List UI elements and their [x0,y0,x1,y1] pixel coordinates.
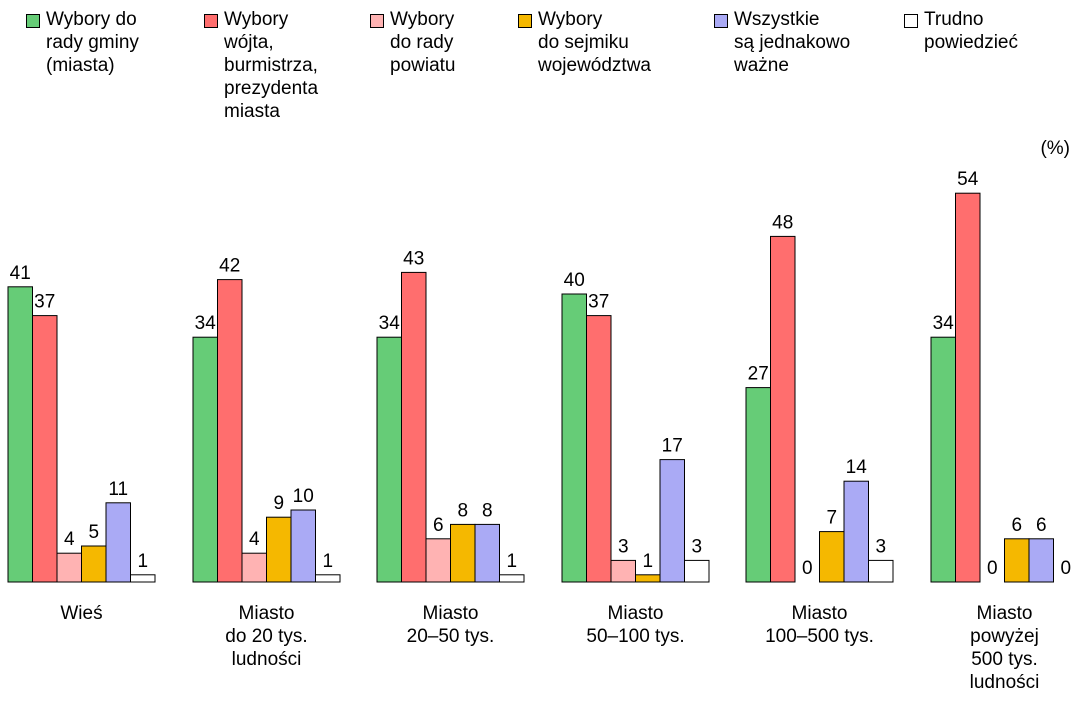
legend-swatch [26,14,40,28]
data-label-s4-c0: 11 [108,479,128,500]
data-label-s0-c3: 40 [564,270,585,291]
data-label-s1-c3: 37 [588,292,609,313]
data-label-s1-c2: 43 [403,248,424,269]
data-label-s4-c1: 10 [293,486,314,507]
bar-s4-c3 [659,459,685,583]
legend-label: Wybory do sejmiku województwa [538,9,651,76]
data-label-s3-c0: 5 [88,522,99,543]
data-label-s0-c4: 27 [748,364,769,385]
bar-s5-c4 [868,559,894,583]
bar-s0-c5 [930,336,956,583]
data-label-s2-c5: 0 [987,558,998,579]
bar-s5-c1 [315,574,341,583]
legend-swatch [904,14,918,28]
bar-s5-c0 [130,574,156,583]
bar-s2-c2 [425,538,451,583]
bar-s2-c3 [610,559,636,583]
data-label-s1-c5: 54 [957,169,979,190]
data-label-s1-c1: 42 [219,256,240,277]
legend-label: Wszystkie są jednakowo ważne [734,9,851,76]
bar-s1-c0 [32,315,58,583]
bar-s4-c1 [290,509,316,583]
bar-s0-c2 [376,336,402,583]
data-label-s0-c0: 41 [10,263,31,284]
data-label-s2-c2: 6 [433,515,444,536]
data-label-s5-c0: 1 [137,551,148,572]
bar-s3-c0 [81,545,107,583]
data-label-s3-c5: 6 [1011,515,1022,536]
bar-s4-c2 [474,523,500,583]
legend-label: Wybory do rady gminy (miasta) [46,9,139,76]
legend-swatch [714,14,728,28]
bar-s0-c3 [561,293,587,583]
data-label-s3-c3: 1 [642,551,653,572]
data-label-s3-c4: 7 [826,508,837,529]
bar-s3-c1 [266,516,292,583]
data-label-s3-c2: 8 [457,500,468,521]
data-label-s3-c1: 9 [273,493,284,514]
legend-swatch [370,14,384,28]
bar-s1-c2 [401,271,427,583]
data-label-s2-c0: 4 [64,529,75,550]
legend-label: Wybory wójta, burmistrza, prezydenta mia… [224,9,319,122]
bar-s2-c1 [241,552,267,583]
data-label-s2-c3: 3 [618,536,629,557]
category-label: Miasto 50–100 tys. [586,603,685,647]
bar-s3-c4 [819,531,845,583]
data-label-s0-c1: 34 [195,313,217,334]
category-label: Miasto 20–50 tys. [406,603,495,647]
bar-s1-c3 [586,315,612,583]
bar-s0-c4 [745,387,771,583]
data-label-s5-c1: 1 [322,551,333,572]
bar-s0-c0 [7,286,33,583]
data-label-s2-c1: 4 [249,529,260,550]
data-label-s5-c5: 0 [1060,558,1071,579]
data-label-s4-c2: 8 [482,500,493,521]
data-label-s4-c4: 14 [846,457,868,478]
category-label: Miasto powyżej 500 tys. ludności [969,603,1040,693]
category-label: Wieś [60,603,103,624]
bar-s1-c1 [217,279,243,583]
data-label-s5-c4: 3 [875,536,886,557]
category-label: Miasto 100–500 tys. [765,603,874,647]
bar-s3-c5 [1004,538,1030,583]
bar-s5-c3 [684,559,710,583]
category-label: Miasto do 20 tys. ludności [225,603,308,670]
bar-s3-c3 [635,574,661,583]
bar-s2-c0 [56,552,82,583]
legend-swatch [204,14,218,28]
bar-s4-c4 [843,480,869,583]
data-label-s4-c3: 17 [662,436,683,457]
bar-s1-c5 [955,192,981,583]
bar-s1-c4 [770,235,796,583]
data-label-s5-c2: 1 [506,551,517,572]
legend-label: Trudno powiedzieć [924,9,1018,53]
data-label-s5-c3: 3 [691,536,702,557]
bar-s4-c0 [105,502,131,583]
unit-label: (%) [1040,138,1070,159]
bar-s4-c5 [1028,538,1054,583]
data-label-s1-c4: 48 [772,212,793,233]
bar-s3-c2 [450,523,476,583]
data-label-s1-c0: 37 [34,292,55,313]
bar-s5-c2 [499,574,525,583]
data-label-s4-c5: 6 [1036,515,1047,536]
legend-label: Wybory do rady powiatu [390,9,456,76]
data-label-s0-c5: 34 [933,313,955,334]
bar-s0-c1 [192,336,218,583]
data-label-s0-c2: 34 [379,313,401,334]
data-label-s2-c4: 0 [802,558,813,579]
legend-swatch [518,14,532,28]
